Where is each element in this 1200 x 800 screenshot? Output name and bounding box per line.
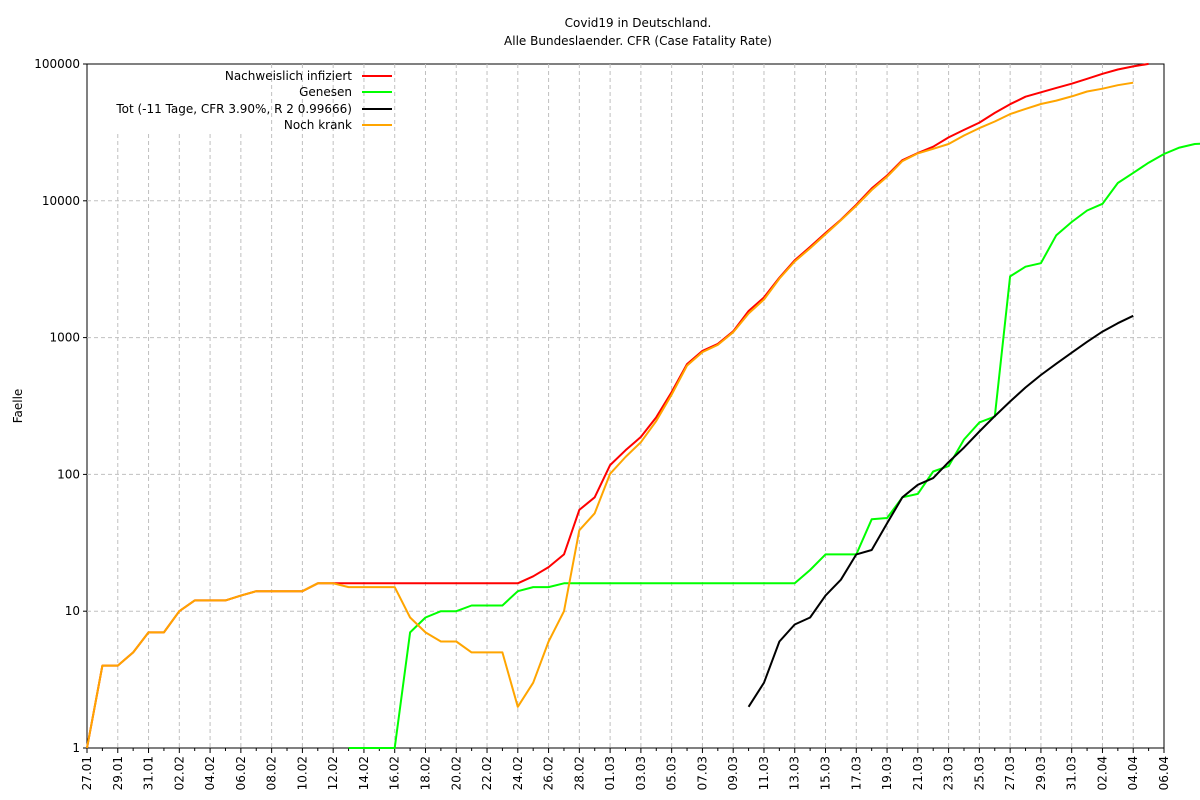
x-tick-label: 06.04 <box>1157 756 1171 790</box>
series-line-1 <box>348 142 1200 749</box>
x-tick-label: 04.04 <box>1126 756 1140 790</box>
legend-label: Noch krank <box>284 118 352 132</box>
x-tick-label: 22.02 <box>480 756 494 790</box>
x-tick-label: 24.02 <box>511 756 525 790</box>
x-tick-label: 06.02 <box>234 756 248 790</box>
x-tick-label: 19.03 <box>880 756 894 790</box>
x-tick-label: 05.03 <box>665 756 679 790</box>
x-tick-label: 03.03 <box>634 756 648 790</box>
x-tick-label: 15.03 <box>819 756 833 790</box>
y-tick-label: 1 <box>72 741 80 755</box>
y-tick-label: 10000 <box>42 194 80 208</box>
x-tick-label: 29.03 <box>1034 756 1048 790</box>
legend-label: Genesen <box>299 85 352 99</box>
plot-area <box>86 63 1165 749</box>
y-axis: 1 10 100 1000 10000 100000 <box>34 57 87 755</box>
chart-subtitle: Alle Bundeslaender. CFR (Case Fatality R… <box>504 34 772 48</box>
x-tick-label: 20.02 <box>449 756 463 790</box>
x-tick-label: 25.03 <box>972 756 986 790</box>
x-tick-label: 13.03 <box>788 756 802 790</box>
x-tick-label: 12.02 <box>326 756 340 790</box>
x-tick-label: 11.03 <box>757 756 771 790</box>
x-tick-label: 01.03 <box>603 756 617 790</box>
series-line-3 <box>86 81 1134 749</box>
legend: Nachweislich infiziert Genesen Tot (-11 Ta… <box>115 69 392 132</box>
x-tick-label: 09.03 <box>726 756 740 790</box>
x-tick-label: 08.02 <box>265 756 279 790</box>
x-tick-label: 14.02 <box>357 756 371 790</box>
x-tick-label: 27.01 <box>80 756 94 790</box>
x-tick-label: 04.02 <box>203 756 217 790</box>
x-tick-label: 28.02 <box>572 756 586 790</box>
x-tick-label: 16.02 <box>388 756 402 790</box>
x-tick-label: 27.03 <box>1003 756 1017 790</box>
x-tick-label: 07.03 <box>695 756 709 790</box>
x-tick-label: 31.01 <box>142 756 156 790</box>
x-tick-label: 10.02 <box>295 756 309 790</box>
series-line-2 <box>747 314 1134 708</box>
x-tick-label: 26.02 <box>542 756 556 790</box>
y-tick-label: 100000 <box>34 57 80 71</box>
x-axis: 27.01 29.01 31.01 02.02 04.02 06.02 08.02 10.02… <box>80 748 1171 790</box>
x-tick-label: 02.04 <box>1095 756 1109 790</box>
grid <box>87 64 1164 748</box>
y-tick-label: 100 <box>57 467 80 481</box>
series-line-0 <box>86 62 1149 749</box>
x-tick-label: 31.03 <box>1065 756 1079 790</box>
y-tick-label: 1000 <box>49 331 80 345</box>
x-tick-label: 21.03 <box>911 756 925 790</box>
y-tick-label: 10 <box>65 604 80 618</box>
x-tick-label: 29.01 <box>111 756 125 790</box>
y-axis-label: Faelle <box>11 389 25 424</box>
x-tick-label: 23.03 <box>942 756 956 790</box>
x-tick-label: 02.02 <box>172 756 186 790</box>
legend-label: Tot (-11 Tage, CFR 3.90%, R 2 0.99666) <box>115 102 352 116</box>
x-tick-label: 17.03 <box>849 756 863 790</box>
chart-title: Covid19 in Deutschland. <box>565 16 712 30</box>
series-lines <box>86 62 1200 749</box>
x-tick-label: 18.02 <box>418 756 432 790</box>
legend-label: Nachweislich infiziert <box>225 69 352 83</box>
